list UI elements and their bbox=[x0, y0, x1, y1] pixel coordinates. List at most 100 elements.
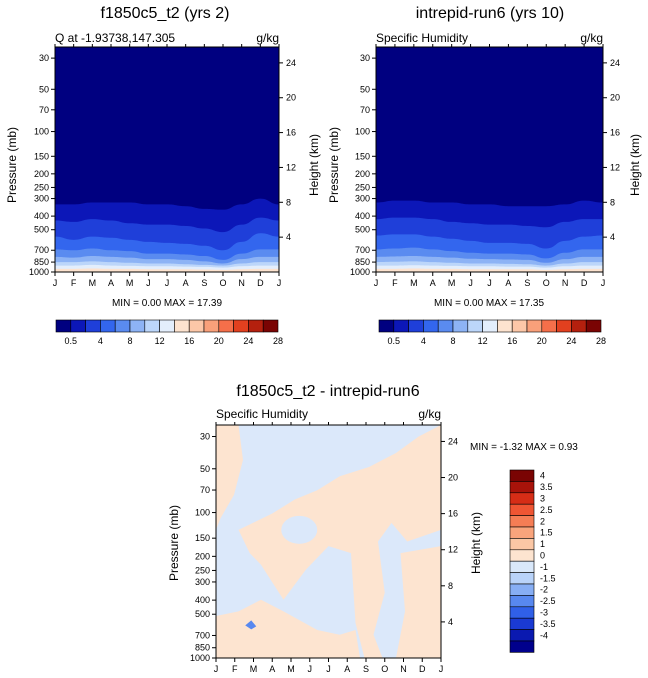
x-tick-label: D bbox=[419, 664, 426, 674]
y-tick-label: 850 bbox=[34, 257, 49, 267]
x-tick-label: A bbox=[269, 664, 275, 674]
colorbar-swatch bbox=[248, 319, 264, 333]
colorbar-label: 1 bbox=[540, 539, 545, 549]
colorbar-label: -1.5 bbox=[540, 573, 556, 583]
colorbar-swatch bbox=[509, 640, 535, 653]
colorbar-label: 12 bbox=[478, 336, 488, 346]
y-tick-right-label: 24 bbox=[448, 436, 458, 446]
colorbar-label: 28 bbox=[596, 336, 606, 346]
x-tick-label: J bbox=[487, 278, 492, 288]
panel-1-left-label: Q at -1.93738,147.305 bbox=[55, 31, 175, 45]
colorbar-label: 20 bbox=[214, 336, 224, 346]
y-tick-label: 250 bbox=[355, 182, 370, 192]
panel-2-y-label: Pressure (mb) bbox=[327, 127, 341, 203]
y-tick-label: 30 bbox=[39, 53, 49, 63]
colorbar-label: 24 bbox=[566, 336, 576, 346]
colorbar-swatch bbox=[85, 319, 101, 333]
colorbar-swatch bbox=[482, 319, 498, 333]
colorbar-swatch bbox=[144, 319, 160, 333]
x-tick-label: M bbox=[410, 278, 418, 288]
y-tick-right-label: 4 bbox=[610, 232, 615, 242]
x-tick-label: M bbox=[126, 278, 134, 288]
colorbar-swatch bbox=[55, 319, 72, 333]
diff-panel-plot-area bbox=[216, 425, 441, 658]
colorbar-swatch bbox=[452, 319, 469, 333]
y-tick-label: 70 bbox=[39, 105, 49, 115]
colorbar-swatch bbox=[509, 606, 535, 619]
diff-region-positive bbox=[238, 425, 441, 658]
y-tick-label: 700 bbox=[195, 630, 210, 640]
diff-region-negative bbox=[319, 559, 352, 608]
y-tick-label: 30 bbox=[200, 432, 210, 442]
y-tick-right-label: 8 bbox=[448, 581, 453, 591]
colorbar-swatch bbox=[585, 319, 602, 333]
colorbar-swatch bbox=[509, 481, 535, 494]
y-tick-right-label: 12 bbox=[610, 162, 620, 172]
panel-2-stats: MIN = 0.00 MAX = 17.35 bbox=[434, 298, 544, 309]
diff-region-min bbox=[245, 620, 257, 630]
colorbar-label: 0 bbox=[540, 551, 545, 561]
panel-1-title: f1850c5_t2 (yrs 2) bbox=[101, 5, 230, 22]
y-tick-label: 70 bbox=[200, 485, 210, 495]
y-tick-label: 400 bbox=[34, 211, 49, 221]
y-tick-label: 1000 bbox=[29, 267, 49, 277]
panel-2-left-label: Specific Humidity bbox=[376, 31, 468, 45]
diff-panel-title: f1850c5_t2 - intrepid-run6 bbox=[236, 383, 419, 400]
y-tick-label: 1000 bbox=[350, 267, 370, 277]
diff-region-positive bbox=[216, 425, 243, 530]
y-tick-right-label: 8 bbox=[286, 197, 291, 207]
colorbar-label: 2.5 bbox=[540, 505, 553, 515]
colorbar-swatch bbox=[378, 319, 395, 333]
x-tick-label: A bbox=[183, 278, 189, 288]
y-tick-label: 1000 bbox=[190, 653, 210, 663]
colorbar-label: -2.5 bbox=[540, 596, 556, 606]
y-tick-right-label: 16 bbox=[610, 128, 620, 138]
colorbar-swatch bbox=[203, 319, 220, 333]
colorbar-swatch bbox=[100, 319, 116, 333]
panel-2-right-label: g/kg bbox=[580, 31, 603, 45]
colorbar-swatch bbox=[159, 319, 175, 333]
panel-1-colorbar: 0.5 4 8 12 16 20 24 28 bbox=[55, 319, 283, 346]
x-tick-label: F bbox=[71, 278, 77, 288]
y-tick-label: 100 bbox=[355, 127, 370, 137]
colorbar-label: 0.5 bbox=[65, 336, 78, 346]
x-tick-label: J bbox=[214, 664, 219, 674]
y-tick-right-label: 24 bbox=[286, 58, 296, 68]
y-tick-right-label: 12 bbox=[448, 545, 458, 555]
x-tick-label: S bbox=[363, 664, 369, 674]
y-tick-right-label: 20 bbox=[610, 93, 620, 103]
diff-panel: f1850c5_t2 - intrepid-run6 Specific Humi… bbox=[167, 383, 578, 674]
colorbar-swatch bbox=[571, 319, 587, 333]
colorbar-label: 16 bbox=[184, 336, 194, 346]
colorbar-swatch bbox=[233, 319, 249, 333]
x-tick-label: M bbox=[448, 278, 456, 288]
colorbar-swatch bbox=[218, 319, 234, 333]
colorbar-swatch bbox=[70, 319, 86, 333]
colorbar-label: -3.5 bbox=[540, 619, 556, 629]
y-tick-right-label: 4 bbox=[448, 617, 453, 627]
colorbar-label: 3.5 bbox=[540, 482, 553, 492]
colorbar-swatch bbox=[509, 595, 535, 608]
y-tick-label: 150 bbox=[34, 151, 49, 161]
colorbar-label: 28 bbox=[273, 336, 283, 346]
y-tick-label: 850 bbox=[355, 257, 370, 267]
x-tick-label: F bbox=[232, 664, 238, 674]
panel-1-stats: MIN = 0.00 MAX = 17.39 bbox=[112, 298, 222, 309]
x-tick-label: N bbox=[562, 278, 569, 288]
colorbar-swatch bbox=[437, 319, 454, 333]
colorbar-label: -4 bbox=[540, 630, 548, 640]
x-tick-label: N bbox=[238, 278, 245, 288]
panel-2-colorbar: 0.5 4 8 12 16 20 24 28 bbox=[378, 319, 606, 346]
y-tick-label: 250 bbox=[34, 182, 49, 192]
y-tick-label: 300 bbox=[195, 577, 210, 587]
x-tick-label: A bbox=[430, 278, 436, 288]
x-tick-label: O bbox=[543, 278, 550, 288]
x-tick-label: J bbox=[439, 664, 444, 674]
colorbar-label: 0.5 bbox=[388, 336, 401, 346]
diff-panel-left-label: Specific Humidity bbox=[216, 407, 308, 421]
panel-1-y-label: Pressure (mb) bbox=[5, 127, 19, 203]
y-tick-label: 100 bbox=[195, 508, 210, 518]
colorbar-swatch bbox=[509, 572, 535, 585]
colorbar-swatch bbox=[188, 319, 205, 333]
y-tick-label: 500 bbox=[355, 225, 370, 235]
